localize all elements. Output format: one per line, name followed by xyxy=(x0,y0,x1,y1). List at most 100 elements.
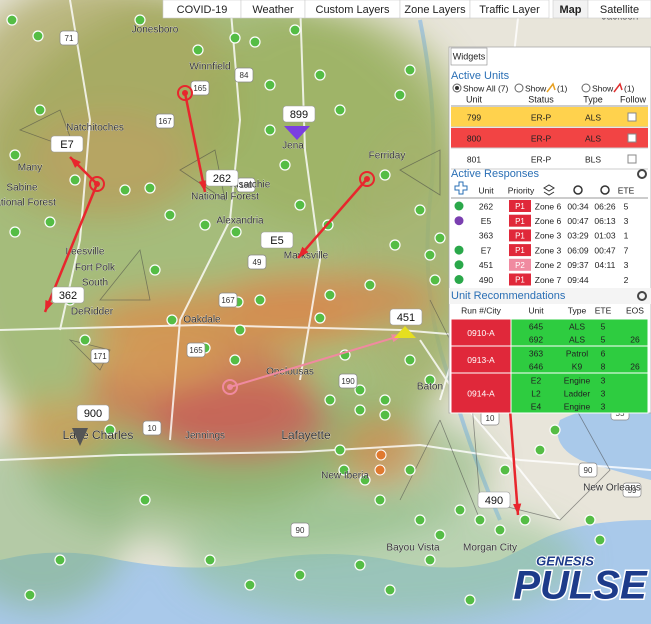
unit-cell: ER-P xyxy=(531,133,552,143)
station-dot xyxy=(464,594,476,606)
station-dot xyxy=(324,289,336,301)
highway-shield xyxy=(90,348,110,364)
tab-label[interactable]: COVID-19 xyxy=(177,4,228,16)
filter-label[interactable]: Show xyxy=(592,83,614,93)
place-name: Jennings xyxy=(185,431,225,442)
section-bg xyxy=(449,288,651,304)
remaining-time: 00:47 xyxy=(594,245,616,255)
filter-label[interactable]: Show All (7) xyxy=(463,83,509,93)
tab-label[interactable]: Traffic Layer xyxy=(479,4,540,16)
station-dot xyxy=(338,464,350,476)
settings-icon[interactable] xyxy=(637,291,647,301)
column-header: Status xyxy=(528,94,554,104)
place-name: Ferriday xyxy=(369,151,406,162)
ete: 1 xyxy=(624,231,629,241)
follow-checkbox[interactable] xyxy=(627,133,637,143)
unit-row[interactable] xyxy=(451,149,648,169)
unit-cell: ALS xyxy=(585,112,601,122)
station-dot xyxy=(414,204,426,216)
status-check xyxy=(454,260,464,270)
vehicle-label-box[interactable] xyxy=(282,105,316,123)
station-dot xyxy=(594,534,606,546)
vehicle-label[interactable]: E5 xyxy=(270,235,283,247)
station-dot xyxy=(534,444,546,456)
vehicle-label-box[interactable] xyxy=(477,491,511,509)
radio[interactable] xyxy=(514,83,524,93)
zone: Zone 3 xyxy=(535,231,562,241)
vehicle-marker xyxy=(72,428,88,446)
road xyxy=(0,443,651,471)
units-cell[interactable] xyxy=(510,345,649,374)
tab-label[interactable]: Zone Layers xyxy=(404,4,466,16)
run-cell[interactable] xyxy=(450,372,512,414)
station-dot xyxy=(424,249,436,261)
incident-core xyxy=(94,181,100,187)
follow-checkbox[interactable] xyxy=(627,154,637,164)
unit-cell: BLS xyxy=(585,154,601,164)
filter-count: (1) xyxy=(557,83,568,93)
station-dot xyxy=(244,579,256,591)
weather-cell xyxy=(90,330,230,390)
tab-label[interactable]: Weather xyxy=(252,4,294,16)
eos: 26 xyxy=(630,361,640,371)
vehicle-label-box[interactable] xyxy=(389,308,423,326)
unit-row[interactable] xyxy=(451,128,648,148)
lake xyxy=(557,406,651,480)
units-cell[interactable] xyxy=(510,318,649,347)
vehicle-label[interactable]: 900 xyxy=(84,408,102,420)
station-dot xyxy=(394,89,406,101)
unit-row[interactable] xyxy=(451,107,648,127)
run-number: 0910-A xyxy=(467,328,495,338)
incident-core xyxy=(182,90,188,96)
vehicle-label-box[interactable] xyxy=(205,169,239,187)
column-header: Unit xyxy=(528,305,544,315)
zone: Zone 6 xyxy=(535,216,562,226)
vehicle-label[interactable]: 451 xyxy=(397,312,415,324)
vehicle-label[interactable]: 362 xyxy=(59,290,77,302)
remaining-time: 01:03 xyxy=(594,231,616,241)
station-dot xyxy=(69,174,81,186)
tab-label[interactable]: Satellite xyxy=(600,4,639,16)
follow-checkbox[interactable] xyxy=(627,112,637,122)
units-cell[interactable] xyxy=(510,372,649,414)
widgets-title[interactable]: Widgets xyxy=(453,51,486,61)
tab[interactable] xyxy=(469,0,550,19)
vehicle-label[interactable]: 490 xyxy=(485,495,503,507)
run-cell[interactable] xyxy=(450,345,512,374)
tab[interactable] xyxy=(587,0,651,19)
incident-ring xyxy=(177,85,193,101)
station-dot xyxy=(79,334,91,346)
vehicle-label-box[interactable] xyxy=(51,286,85,304)
vehicle-label[interactable]: E7 xyxy=(60,139,73,151)
radio[interactable] xyxy=(581,83,591,93)
tab-label[interactable]: Map xyxy=(560,4,582,16)
vehicle-marker xyxy=(394,326,416,338)
rec-cell: K9 xyxy=(572,361,583,371)
rec-cell: 646 xyxy=(529,361,543,371)
tab-label[interactable]: Custom Layers xyxy=(316,4,390,16)
station-dot xyxy=(424,554,436,566)
priority-badge xyxy=(509,273,531,286)
vehicle-label[interactable]: 899 xyxy=(290,109,308,121)
station-dot xyxy=(249,36,261,48)
remaining-time: 06:26 xyxy=(594,201,616,211)
widgets-tab[interactable] xyxy=(450,47,488,66)
vehicle-label-box[interactable] xyxy=(50,135,84,153)
rec-cell: 645 xyxy=(529,321,543,331)
vehicle-label[interactable]: 262 xyxy=(213,173,231,185)
eos: 26 xyxy=(630,334,640,344)
station-dot xyxy=(359,474,371,486)
settings-icon[interactable] xyxy=(637,169,647,179)
highway-number: 55 xyxy=(616,409,625,418)
column-header: Unit xyxy=(466,94,483,104)
station-dot xyxy=(289,24,301,36)
vehicle-marker xyxy=(284,126,310,140)
vehicle-track xyxy=(229,334,404,388)
highway-number: 90 xyxy=(296,526,305,535)
rec-cell: E4 xyxy=(531,401,542,411)
station-dot xyxy=(144,182,156,194)
vehicle-label-box[interactable] xyxy=(76,404,110,422)
station-dot xyxy=(434,232,446,244)
vehicle-label-box[interactable] xyxy=(260,231,294,249)
filter-label[interactable]: Show xyxy=(525,83,547,93)
